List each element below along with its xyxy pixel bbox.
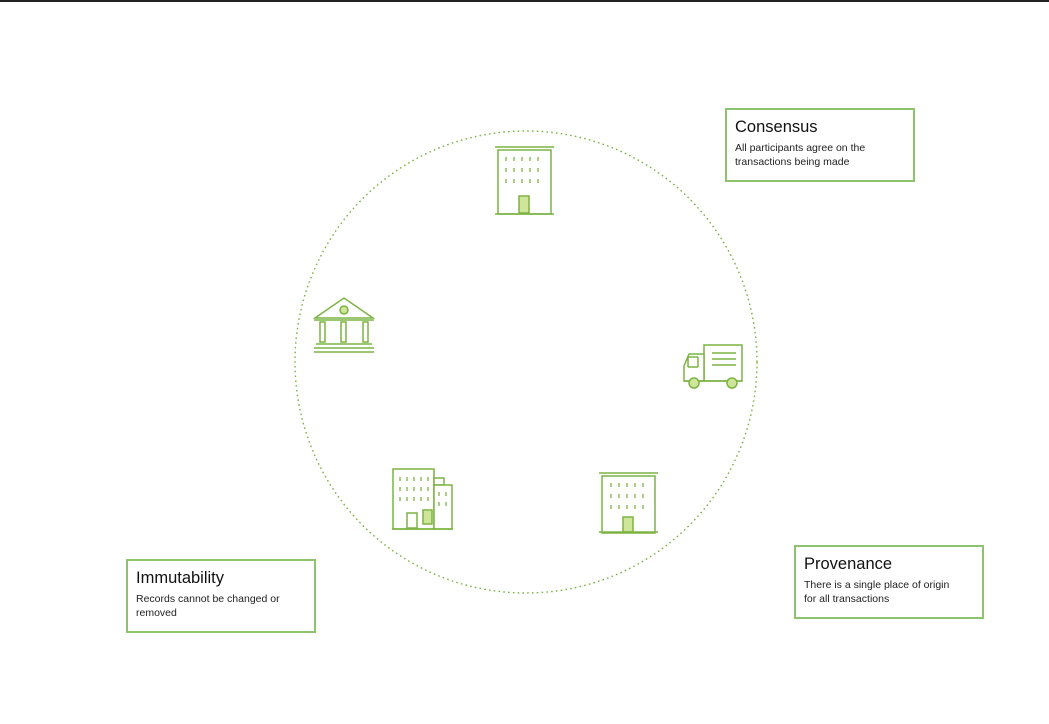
consensus-description-line: transactions being made <box>735 155 850 168</box>
consensus-description-line: All participants agree on the <box>735 142 866 154</box>
network-ring <box>294 130 758 594</box>
immutability-description: Records cannot be changed or removed <box>136 593 305 620</box>
provenance-description-line: There is a single place of origin <box>804 579 950 591</box>
immutability-description-line: Records cannot be changed or <box>136 593 280 605</box>
consensus-title: Consensus <box>735 118 818 136</box>
immutability-title: Immutability <box>136 569 225 587</box>
provenance-description: There is a single place of origin for al… <box>804 579 973 606</box>
bank-icon <box>312 297 376 353</box>
consensus-card: Consensus All participants agree on the … <box>725 108 915 182</box>
provenance-description-line: for all transactions <box>804 592 890 605</box>
provenance-title: Provenance <box>804 555 893 573</box>
immutability-description-line: removed <box>136 606 177 619</box>
delivery-truck-icon <box>683 344 743 389</box>
immutability-card: Immutability Records cannot be changed o… <box>126 559 316 633</box>
consensus-description: All participants agree on the transactio… <box>735 142 904 169</box>
top-divider <box>0 0 1049 2</box>
office-building-icon <box>599 472 658 534</box>
office-building-icon <box>495 146 554 215</box>
office-complex-icon <box>392 468 453 530</box>
provenance-card: Provenance There is a single place of or… <box>794 545 984 619</box>
